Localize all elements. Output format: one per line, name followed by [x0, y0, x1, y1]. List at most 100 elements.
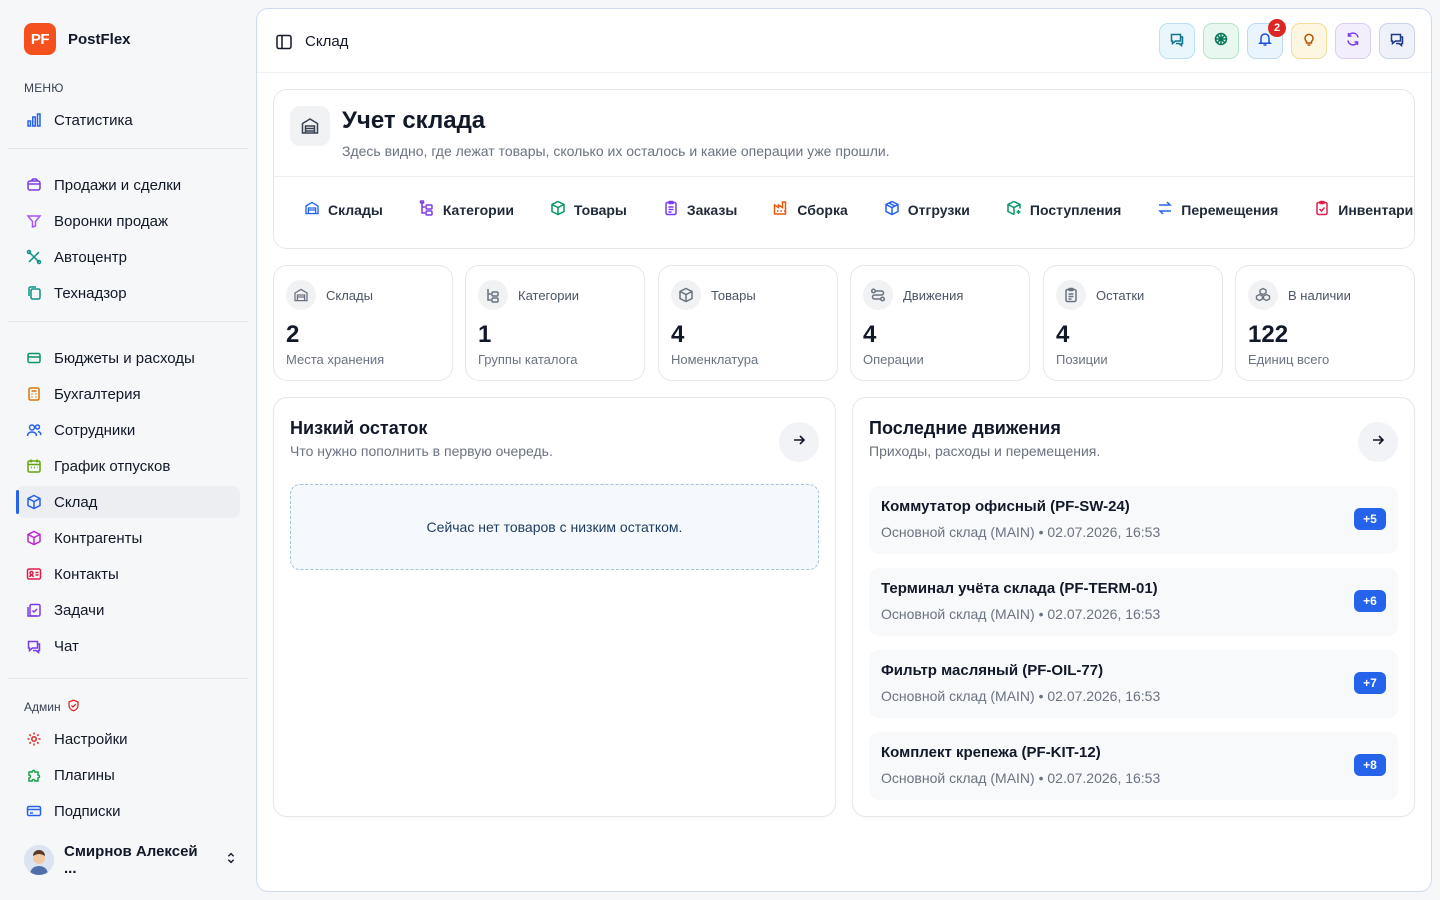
header-divider — [274, 176, 1414, 177]
stat-caption: Позиции — [1056, 352, 1108, 367]
bell-icon — [1257, 31, 1273, 52]
stat-card-movements[interactable]: Движения 4 Операции — [850, 265, 1030, 381]
movement-item[interactable]: Коммутатор офисный (PF-SW-24) Основной с… — [869, 486, 1398, 554]
tab-assembly[interactable]: Сборка — [773, 200, 848, 219]
tab-label: Поступления — [1029, 201, 1122, 218]
movement-meta: Основной склад (MAIN) • 02.07.2026, 16:5… — [881, 770, 1161, 786]
tab-label: Перемещения — [1181, 201, 1279, 218]
sidebar-item-chat[interactable]: Чат — [16, 630, 240, 662]
open-movements-button[interactable] — [1358, 422, 1398, 462]
stat-value: 4 — [671, 321, 685, 348]
avatar — [24, 845, 54, 875]
tab-inventory[interactable]: Инвентаризация — [1314, 200, 1414, 219]
tab-shipments[interactable]: Отгрузки — [884, 200, 970, 219]
task-icon — [26, 602, 42, 618]
stat-value: 2 — [286, 321, 300, 348]
credit-card-icon — [26, 803, 42, 819]
sidebar-item-technadzor[interactable]: Технадзор — [16, 277, 240, 309]
sidebar-item-warehouse[interactable]: Склад — [16, 486, 240, 518]
tab-label: Товары — [573, 201, 627, 218]
open-low-stock-button[interactable] — [779, 422, 819, 462]
sidebar-item-label: Склад — [54, 493, 98, 511]
tab-categories[interactable]: Категории — [419, 200, 514, 219]
sidebar-item-tasks[interactable]: Задачи — [16, 594, 240, 626]
puzzle-icon — [26, 767, 42, 783]
movement-item[interactable]: Комплект крепежа (PF-KIT-12) Основной ск… — [869, 732, 1398, 800]
sidebar-toggle-icon[interactable] — [275, 33, 293, 51]
gear-icon — [26, 731, 42, 747]
sidebar-item-vacations[interactable]: График отпусков — [16, 450, 240, 482]
stat-caption: Места хранения — [286, 352, 385, 367]
chat-icon — [1169, 31, 1185, 52]
tab-warehouses[interactable]: Склады — [304, 200, 383, 219]
movement-meta: Основной склад (MAIN) • 02.07.2026, 16:5… — [881, 688, 1161, 704]
sidebar-item-subscriptions[interactable]: Подписки — [16, 795, 240, 827]
clipboard-icon — [1056, 280, 1086, 310]
recent-movements-panel: Последние движения Приходы, расходы и пе… — [852, 397, 1415, 817]
tab-receipts[interactable]: Поступления — [1006, 200, 1121, 219]
main-panel: Склад 2 Учет склада Здесь видно, где леж… — [256, 8, 1432, 892]
stat-card-products[interactable]: Товары 4 Номенклатура — [658, 265, 838, 381]
sidebar-item-label: Контрагенты — [54, 529, 143, 547]
funnel-icon — [26, 213, 42, 229]
sparkle-icon — [1213, 31, 1229, 52]
package-out-icon — [884, 200, 900, 219]
movement-name: Фильтр масляный (PF-OIL-77) — [881, 662, 1104, 679]
ai-assistant-button[interactable] — [1203, 23, 1239, 59]
stat-card-in-stock[interactable]: В наличии 122 Единиц всего — [1235, 265, 1415, 381]
user-name: Смирнов Алексей ... — [64, 843, 198, 877]
messages-button[interactable] — [1379, 23, 1415, 59]
tab-transfers[interactable]: Перемещения — [1157, 200, 1278, 219]
menu-caption: МЕНЮ — [24, 81, 64, 95]
movement-item[interactable]: Терминал учёта склада (PF-TERM-01) Основ… — [869, 568, 1398, 636]
sidebar-item-autocenter[interactable]: Автоцентр — [16, 241, 240, 273]
notifications-button[interactable]: 2 — [1247, 19, 1286, 59]
sidebar-item-label: Чат — [54, 637, 79, 655]
sidebar-item-label: Статистика — [54, 111, 133, 129]
sidebar-item-sales[interactable]: Продажи и сделки — [16, 169, 240, 201]
boxes-icon — [1248, 280, 1278, 310]
stat-card-stock[interactable]: Остатки 4 Позиции — [1043, 265, 1223, 381]
tab-orders[interactable]: Заказы — [663, 200, 737, 219]
tab-label: Сборка — [797, 201, 848, 218]
movement-qty-badge: +5 — [1354, 508, 1386, 530]
movement-name: Комплект крепежа (PF-KIT-12) — [881, 744, 1101, 761]
stat-label: Товары — [711, 288, 756, 303]
warehouse-icon — [304, 200, 320, 219]
sidebar-item-budgets[interactable]: Бюджеты и расходы — [16, 342, 240, 374]
warehouse-header-card: Учет склада Здесь видно, где лежат товар… — [273, 89, 1415, 249]
tree-icon — [419, 200, 435, 219]
movement-meta: Основной склад (MAIN) • 02.07.2026, 16:5… — [881, 524, 1161, 540]
sidebar-item-contacts[interactable]: Контакты — [16, 558, 240, 590]
sidebar-item-plugins[interactable]: Плагины — [16, 759, 240, 791]
ideas-button[interactable] — [1291, 23, 1327, 59]
panel-title: Низкий остаток — [290, 418, 428, 438]
brand[interactable]: PF PostFlex — [24, 23, 131, 55]
support-chat-button[interactable] — [1159, 23, 1195, 59]
wallet-icon — [26, 177, 42, 193]
sidebar-item-funnels[interactable]: Воронки продаж — [16, 205, 240, 237]
movement-meta: Основной склад (MAIN) • 02.07.2026, 16:5… — [881, 606, 1161, 622]
user-menu[interactable]: Смирнов Алексей ... — [24, 843, 238, 877]
clipboard-copy-icon — [26, 285, 42, 301]
movement-item[interactable]: Фильтр масляный (PF-OIL-77) Основной скл… — [869, 650, 1398, 718]
stat-card-categories[interactable]: Категории 1 Группы каталога — [465, 265, 645, 381]
checklist-icon — [1314, 200, 1330, 219]
stat-label: В наличии — [1288, 288, 1351, 303]
refresh-button[interactable] — [1335, 23, 1371, 59]
breadcrumb: Склад — [305, 33, 349, 50]
stat-caption: Группы каталога — [478, 352, 578, 367]
sidebar-item-settings[interactable]: Настройки — [16, 723, 240, 755]
cube-icon — [550, 200, 566, 219]
sidebar-item-accounting[interactable]: Бухгалтерия — [16, 378, 240, 410]
sidebar-item-counterparties[interactable]: Контрагенты — [16, 522, 240, 554]
stat-card-warehouses[interactable]: Склады 2 Места хранения — [273, 265, 453, 381]
sidebar-item-label: Бюджеты и расходы — [54, 349, 195, 367]
stat-value: 1 — [478, 321, 492, 348]
stat-caption: Операции — [863, 352, 924, 367]
chevron-up-down-icon — [224, 851, 238, 870]
tab-products[interactable]: Товары — [550, 200, 627, 219]
stat-value: 4 — [863, 321, 877, 348]
sidebar-item-statistics[interactable]: Статистика — [16, 104, 240, 136]
sidebar-item-employees[interactable]: Сотрудники — [16, 414, 240, 446]
